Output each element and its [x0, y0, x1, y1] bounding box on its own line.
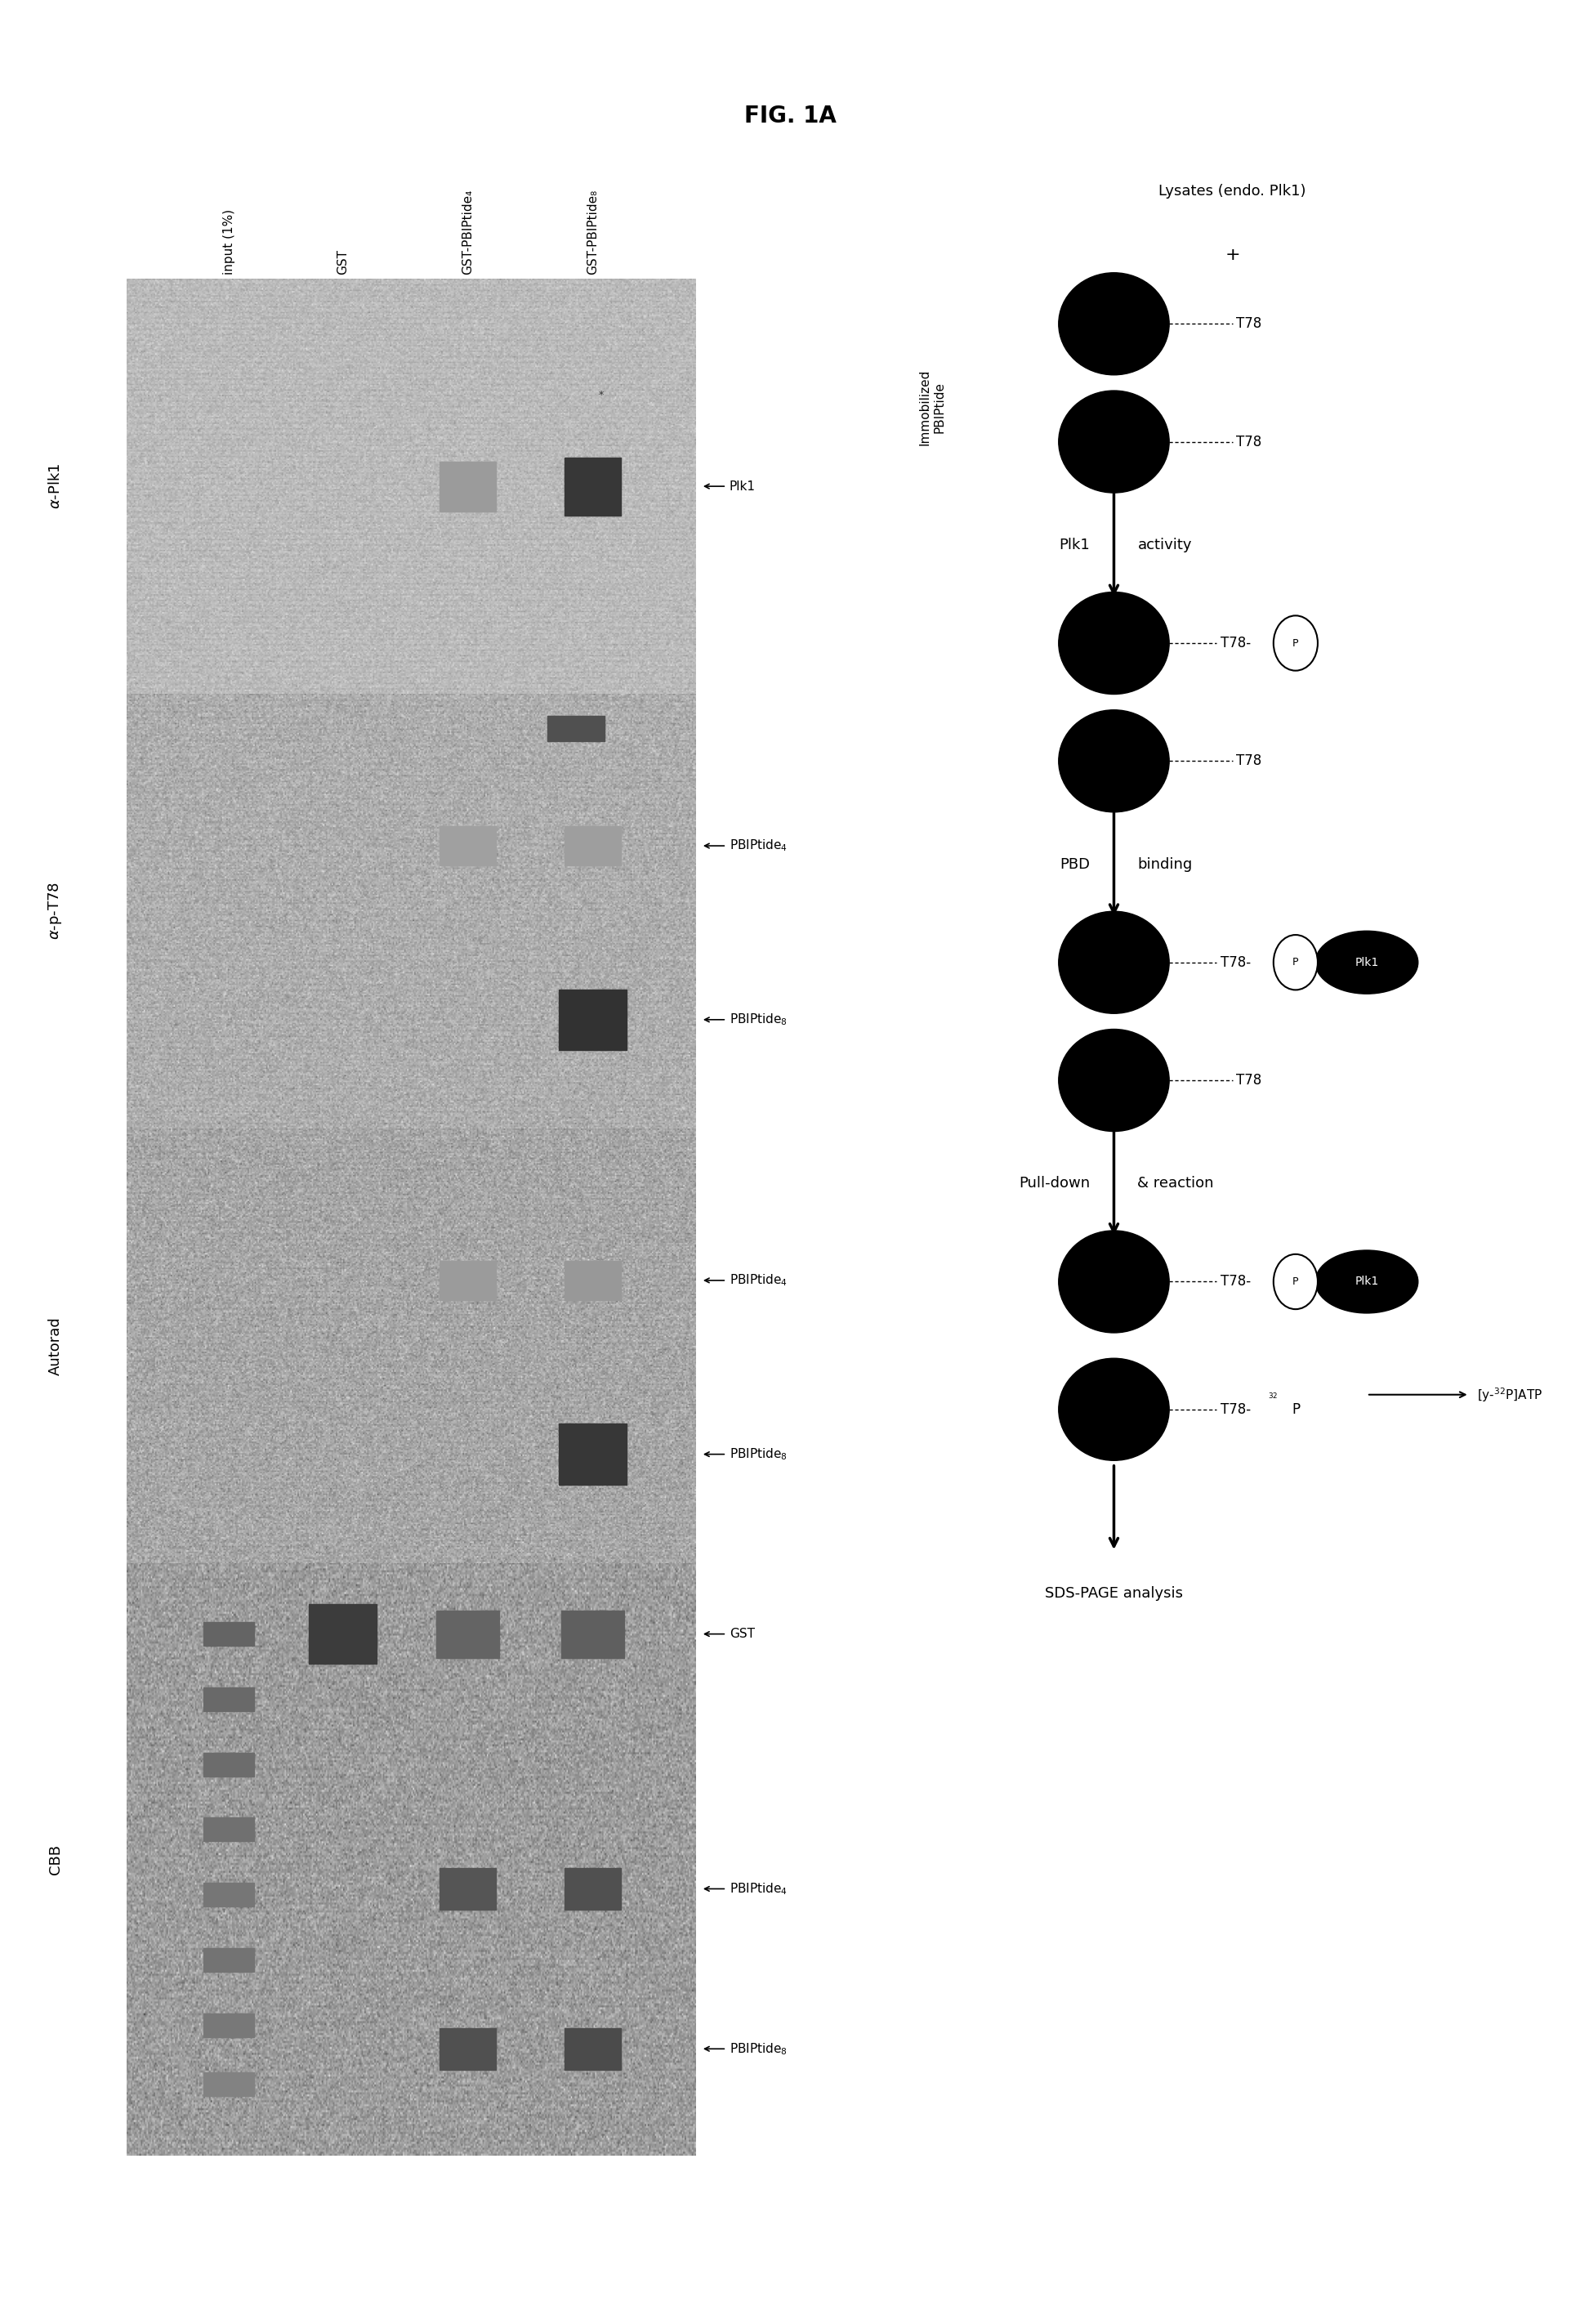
Text: T78: T78: [1237, 753, 1262, 769]
Text: P: P: [1292, 957, 1299, 967]
Text: Immobilized
PBIPtide: Immobilized PBIPtide: [918, 370, 946, 446]
Text: $\alpha$-p-T78: $\alpha$-p-T78: [47, 883, 63, 939]
Text: Plk1: Plk1: [730, 481, 755, 493]
Text: T78-: T78-: [1220, 955, 1251, 969]
Ellipse shape: [1059, 272, 1169, 374]
Text: PBIPtide$_4$: PBIPtide$_4$: [730, 839, 787, 853]
Bar: [204, 1948, 254, 1971]
Text: P: P: [1292, 1276, 1299, 1287]
Text: T78-: T78-: [1220, 637, 1251, 651]
Bar: [436, 1611, 499, 1657]
Bar: [564, 1868, 621, 1910]
Text: Lysates (endo. Plk1): Lysates (endo. Plk1): [1158, 184, 1307, 198]
Text: [y-$^{32}$P]ATP: [y-$^{32}$P]ATP: [1477, 1385, 1544, 1404]
Ellipse shape: [1059, 1232, 1169, 1332]
Bar: [561, 1611, 624, 1657]
Text: T78: T78: [1237, 435, 1262, 449]
Ellipse shape: [1059, 390, 1169, 493]
Text: P: P: [1292, 637, 1299, 648]
Text: GST-PBIPtide₈: GST-PBIPtide₈: [586, 191, 599, 274]
Text: GST: GST: [337, 249, 349, 274]
Bar: [559, 990, 627, 1050]
Text: +: +: [1224, 246, 1240, 263]
Bar: [564, 458, 621, 516]
Text: P: P: [1292, 1401, 1300, 1418]
Bar: [204, 1622, 254, 1645]
Bar: [204, 1687, 254, 1710]
Ellipse shape: [1059, 709, 1169, 811]
Bar: [204, 1752, 254, 1776]
Bar: [308, 1604, 376, 1664]
Ellipse shape: [1059, 911, 1169, 1013]
Text: PBD: PBD: [1060, 858, 1090, 872]
Bar: [564, 827, 621, 865]
Text: PBIPtide$_4$: PBIPtide$_4$: [730, 1880, 787, 1896]
Text: Plk1: Plk1: [1354, 957, 1379, 969]
Text: activity: activity: [1138, 537, 1191, 553]
Text: GST: GST: [730, 1627, 755, 1641]
Circle shape: [1273, 934, 1318, 990]
Text: GST-PBIPtide₄: GST-PBIPtide₄: [461, 191, 474, 274]
Text: Pull-down: Pull-down: [1019, 1176, 1090, 1190]
Bar: [439, 2029, 496, 2071]
Text: T78-: T78-: [1220, 1274, 1251, 1290]
Circle shape: [1273, 616, 1318, 672]
Text: $\alpha$-Plk1: $\alpha$-Plk1: [47, 462, 63, 509]
Text: PBIPtide$_8$: PBIPtide$_8$: [730, 1011, 787, 1027]
Circle shape: [1273, 1255, 1318, 1308]
Bar: [439, 1262, 496, 1299]
Bar: [439, 462, 496, 511]
Text: T78: T78: [1237, 316, 1262, 332]
Text: binding: binding: [1138, 858, 1193, 872]
Bar: [204, 2073, 254, 2096]
Ellipse shape: [1059, 1357, 1169, 1459]
Ellipse shape: [1315, 1250, 1419, 1313]
Text: CBB: CBB: [47, 1843, 63, 1875]
Text: Plk1: Plk1: [1059, 537, 1090, 553]
Ellipse shape: [1315, 932, 1419, 995]
Text: T78-: T78-: [1220, 1401, 1251, 1418]
Text: Plk1: Plk1: [1354, 1276, 1379, 1287]
Text: *: *: [599, 390, 604, 400]
Bar: [204, 2013, 254, 2036]
Ellipse shape: [1059, 1030, 1169, 1132]
Bar: [564, 1262, 621, 1299]
Text: FIG. 1A: FIG. 1A: [744, 105, 836, 128]
Bar: [439, 1868, 496, 1910]
Bar: [559, 1425, 627, 1485]
Text: $^{32}$: $^{32}$: [1267, 1392, 1278, 1404]
Text: Autorad: Autorad: [47, 1315, 63, 1376]
Text: PBIPtide$_8$: PBIPtide$_8$: [730, 2040, 787, 2057]
Bar: [547, 716, 604, 741]
Bar: [204, 1882, 254, 1906]
Bar: [564, 2029, 621, 2071]
Text: SDS-PAGE analysis: SDS-PAGE analysis: [1044, 1587, 1183, 1601]
Text: PBIPtide$_4$: PBIPtide$_4$: [730, 1274, 787, 1287]
Bar: [439, 827, 496, 865]
Text: T78: T78: [1237, 1074, 1262, 1088]
Bar: [204, 1817, 254, 1841]
Ellipse shape: [1059, 593, 1169, 695]
Text: PBIPtide$_8$: PBIPtide$_8$: [730, 1446, 787, 1462]
Text: & reaction: & reaction: [1138, 1176, 1213, 1190]
Text: input (1%): input (1%): [223, 209, 235, 274]
